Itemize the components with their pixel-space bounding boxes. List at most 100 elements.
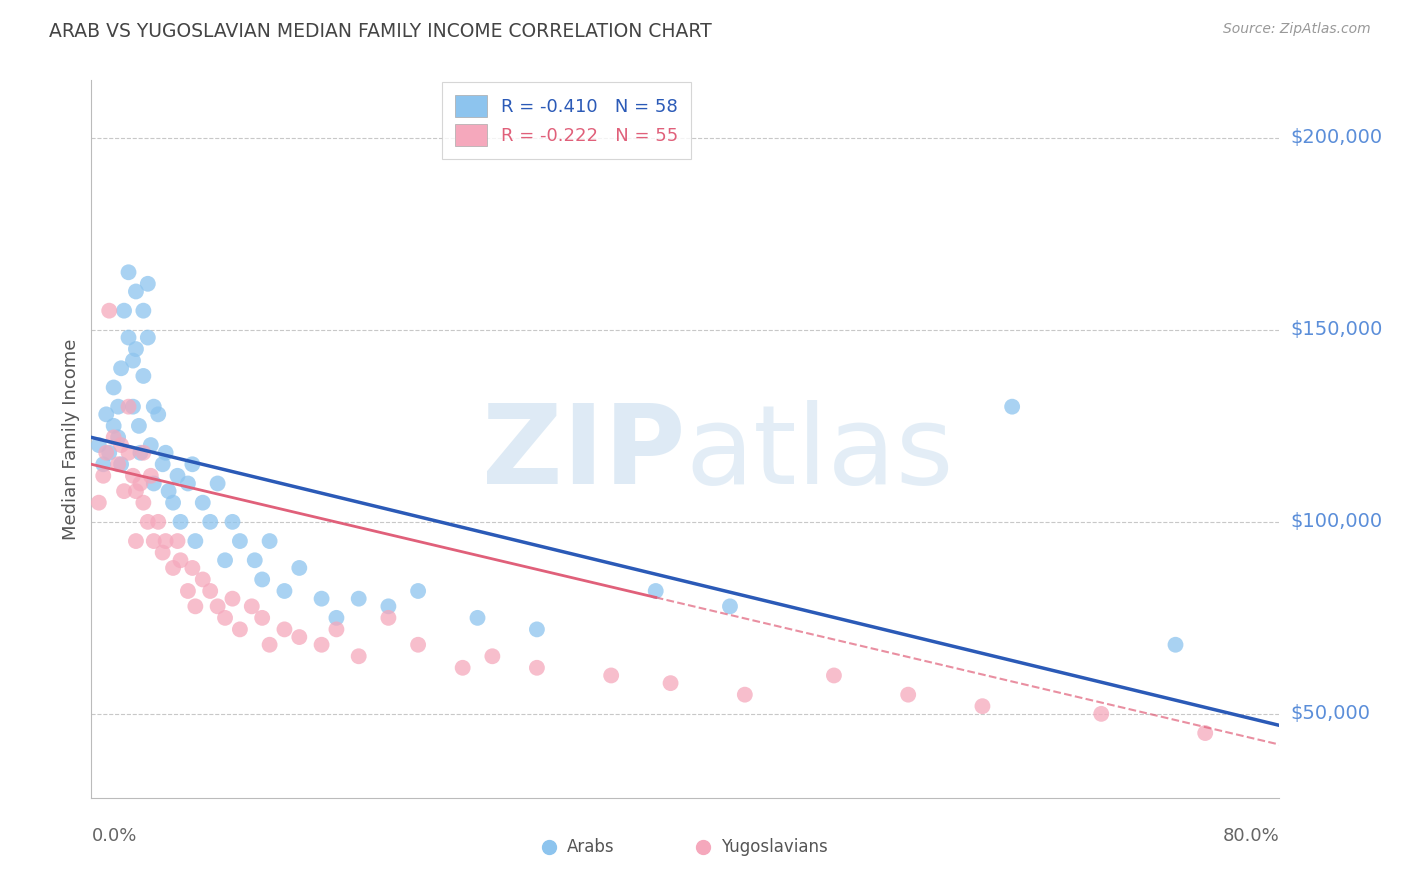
Point — [148, 515, 170, 529]
Point — [229, 534, 252, 549]
Point — [734, 688, 756, 702]
Text: 80.0%: 80.0% — [1223, 827, 1279, 845]
Point — [169, 553, 191, 567]
Point — [250, 611, 273, 625]
Point — [600, 668, 623, 682]
Point — [200, 515, 222, 529]
Point — [451, 661, 474, 675]
Point — [325, 611, 347, 625]
Point — [250, 573, 273, 587]
Point — [207, 476, 229, 491]
Point — [229, 623, 252, 637]
Point — [117, 400, 139, 414]
Point — [214, 553, 236, 567]
Text: ARAB VS YUGOSLAVIAN MEDIAN FAMILY INCOME CORRELATION CHART: ARAB VS YUGOSLAVIAN MEDIAN FAMILY INCOME… — [49, 22, 711, 41]
Point — [87, 496, 110, 510]
Point — [181, 561, 204, 575]
Point — [103, 430, 125, 444]
Point — [110, 438, 132, 452]
Text: $50,000: $50,000 — [1291, 705, 1371, 723]
Point — [406, 584, 429, 599]
Point — [112, 484, 135, 499]
Point — [91, 457, 114, 471]
Point — [132, 368, 155, 383]
Point — [136, 330, 159, 344]
Point — [98, 303, 121, 318]
Point — [155, 446, 177, 460]
Y-axis label: Median Family Income: Median Family Income — [62, 339, 80, 540]
Point — [139, 468, 162, 483]
Text: Arabs: Arabs — [567, 838, 614, 856]
Point — [406, 638, 429, 652]
Point — [184, 534, 207, 549]
Point — [117, 265, 139, 279]
Point — [181, 457, 204, 471]
Point — [221, 515, 243, 529]
Point — [128, 418, 150, 433]
Point — [155, 534, 177, 549]
Point — [98, 446, 121, 460]
Point — [273, 584, 295, 599]
Point — [157, 484, 180, 499]
Point — [122, 400, 145, 414]
Point — [243, 553, 266, 567]
Point — [148, 408, 170, 422]
Point — [132, 303, 155, 318]
Point — [221, 591, 243, 606]
Point — [972, 699, 994, 714]
Point — [377, 599, 399, 614]
Point — [110, 457, 132, 471]
Point — [107, 430, 129, 444]
Point — [103, 380, 125, 394]
Point — [110, 361, 132, 376]
Point — [481, 649, 503, 664]
Point — [129, 476, 152, 491]
Point — [166, 468, 188, 483]
Point — [125, 484, 148, 499]
Point — [129, 446, 152, 460]
Point — [823, 668, 845, 682]
Point — [311, 638, 333, 652]
Point — [122, 353, 145, 368]
Point — [142, 476, 165, 491]
Point — [117, 446, 139, 460]
Text: $150,000: $150,000 — [1291, 320, 1384, 339]
Point — [288, 630, 311, 644]
Point — [191, 496, 214, 510]
Text: atlas: atlas — [685, 401, 953, 508]
Point — [122, 468, 145, 483]
Text: Source: ZipAtlas.com: Source: ZipAtlas.com — [1223, 22, 1371, 37]
Point — [139, 438, 162, 452]
Point — [103, 418, 125, 433]
Point — [1164, 638, 1187, 652]
Point — [91, 468, 114, 483]
Point — [96, 446, 118, 460]
Point — [136, 515, 159, 529]
Point — [467, 611, 489, 625]
Point — [659, 676, 682, 690]
Point — [152, 545, 174, 559]
Point — [325, 623, 347, 637]
Point — [273, 623, 295, 637]
Point — [259, 638, 281, 652]
Point — [169, 515, 191, 529]
Point — [136, 277, 159, 291]
Text: 0.0%: 0.0% — [91, 827, 136, 845]
Point — [125, 534, 148, 549]
Point — [107, 457, 129, 471]
Legend: R = -0.410   N = 58, R = -0.222   N = 55: R = -0.410 N = 58, R = -0.222 N = 55 — [441, 82, 692, 159]
Point — [107, 400, 129, 414]
Point — [526, 661, 548, 675]
Point — [132, 446, 155, 460]
Text: Yugoslavians: Yugoslavians — [721, 838, 828, 856]
Point — [184, 599, 207, 614]
Point — [214, 611, 236, 625]
Point — [177, 476, 200, 491]
Point — [117, 330, 139, 344]
Point — [1001, 400, 1024, 414]
Point — [162, 561, 184, 575]
Point — [1194, 726, 1216, 740]
Point — [112, 303, 135, 318]
Point — [87, 438, 110, 452]
Point — [311, 591, 333, 606]
